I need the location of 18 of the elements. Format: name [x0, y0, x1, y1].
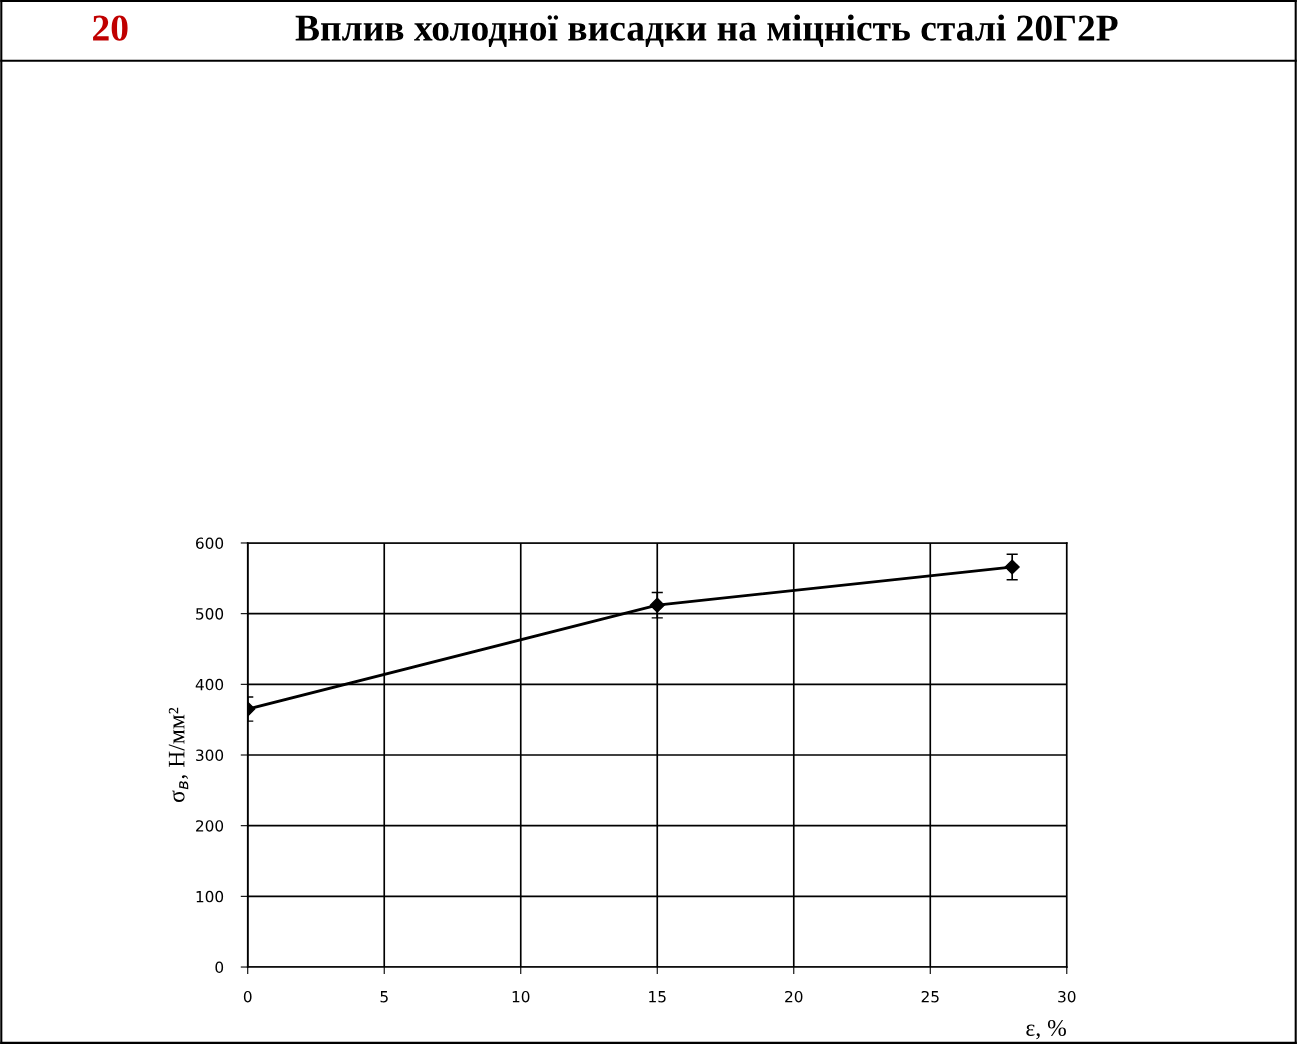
x-tick-label: 15	[649, 991, 666, 1003]
x-tick-label: 0	[243, 990, 252, 1003]
y-tick-label: 300	[196, 749, 224, 762]
y-axis-title: σ$_{в}$, Н/мм²	[168, 707, 189, 803]
x-tick-label: 30	[1058, 990, 1076, 1003]
x-tick-label: 5	[380, 991, 388, 1003]
x-tick-label: 25	[921, 990, 939, 1003]
y-tick-label: 500	[196, 608, 224, 620]
y-tick-label: 100	[196, 890, 224, 903]
chart-title: Вплив холодної висадки на міцність сталі 20Г2Р	[295, 14, 1118, 47]
text: 20	[93, 15, 128, 41]
x-axis-title: ε, %	[1026, 1020, 1066, 1040]
y-tick-label: 200	[196, 820, 224, 832]
y-tick-label: 600	[196, 537, 224, 549]
x-tick-label: 10	[512, 990, 530, 1003]
x-tick-label: 20	[785, 990, 803, 1003]
y-tick-label: 400	[195, 678, 224, 691]
y-tick-label: 0	[215, 961, 224, 974]
